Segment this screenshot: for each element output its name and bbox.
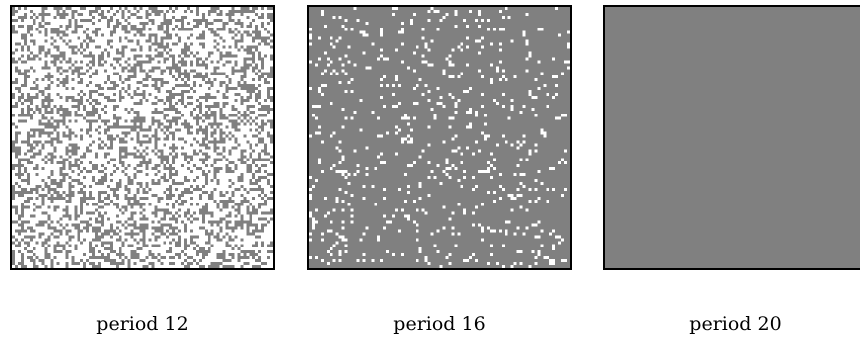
pattern-panel-period-12 bbox=[10, 5, 275, 270]
caption-period-16: period 16 bbox=[393, 313, 486, 335]
caption-period-12: period 12 bbox=[96, 313, 189, 335]
noise-pattern-period-20 bbox=[605, 7, 860, 268]
noise-pattern-period-16 bbox=[309, 7, 570, 268]
noise-pattern-period-12 bbox=[12, 7, 273, 268]
pattern-panel-period-20 bbox=[603, 5, 860, 270]
pattern-panel-period-16 bbox=[307, 5, 572, 270]
caption-period-20: period 20 bbox=[689, 313, 782, 335]
